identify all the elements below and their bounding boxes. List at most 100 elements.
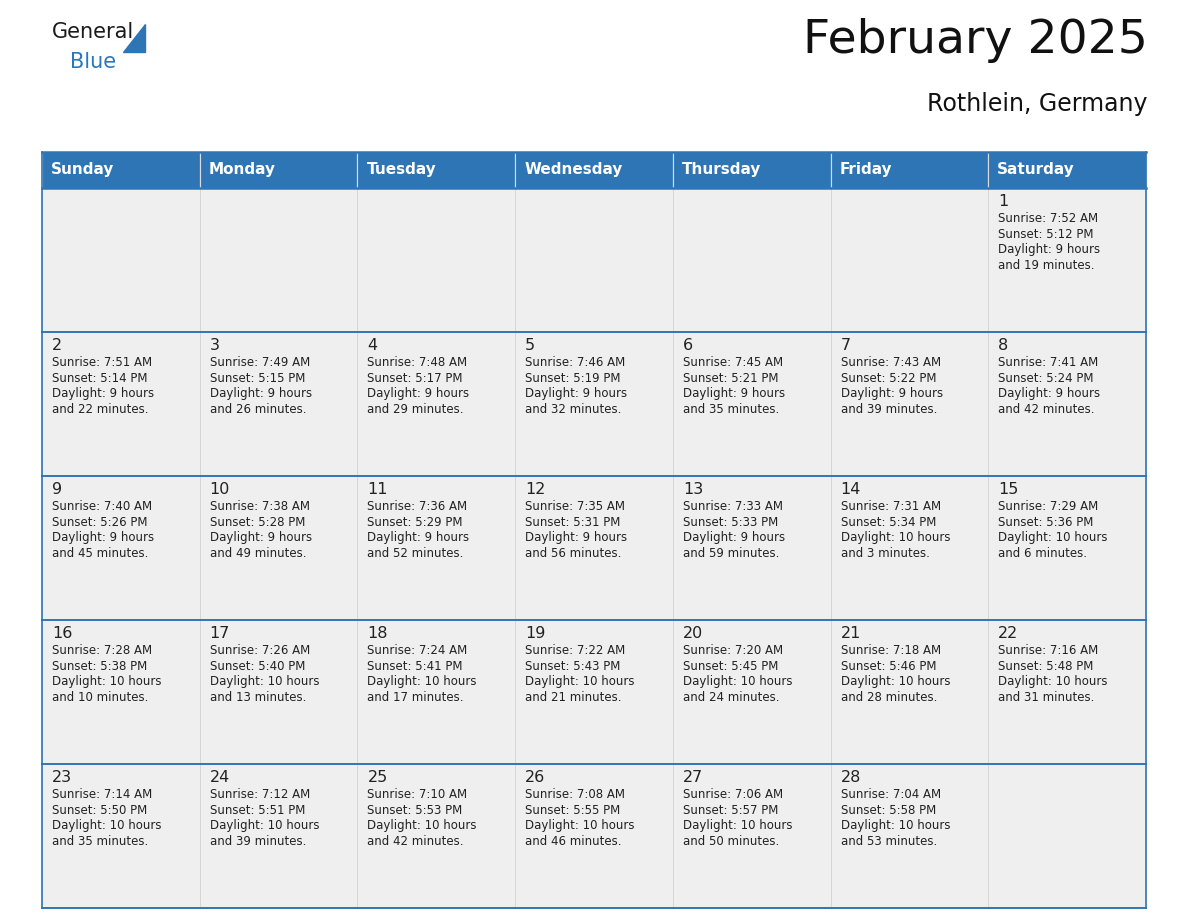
Text: Sunrise: 7:18 AM: Sunrise: 7:18 AM	[841, 644, 941, 657]
Text: Saturday: Saturday	[997, 162, 1075, 177]
Text: Sunset: 5:29 PM: Sunset: 5:29 PM	[367, 516, 463, 529]
Text: and 35 minutes.: and 35 minutes.	[52, 834, 148, 848]
Text: Daylight: 10 hours: Daylight: 10 hours	[998, 676, 1107, 688]
Bar	[516, 764, 672, 908]
Text: and 42 minutes.: and 42 minutes.	[367, 834, 465, 848]
Text: Daylight: 10 hours: Daylight: 10 hours	[525, 676, 634, 688]
Bar	[830, 187, 988, 331]
Text: Sunset: 5:15 PM: Sunset: 5:15 PM	[210, 372, 305, 385]
Text: and 59 minutes.: and 59 minutes.	[683, 547, 779, 560]
Text: Sunset: 5:19 PM: Sunset: 5:19 PM	[525, 372, 620, 385]
Text: Sunset: 5:46 PM: Sunset: 5:46 PM	[841, 660, 936, 673]
Text: Sunrise: 7:24 AM: Sunrise: 7:24 AM	[367, 644, 468, 657]
Text: Sunrise: 7:12 AM: Sunrise: 7:12 AM	[210, 789, 310, 801]
Text: Daylight: 10 hours: Daylight: 10 hours	[841, 820, 950, 833]
Text: Sunset: 5:58 PM: Sunset: 5:58 PM	[841, 804, 936, 817]
Text: Sunset: 5:51 PM: Sunset: 5:51 PM	[210, 804, 305, 817]
Bar	[200, 764, 358, 908]
Text: Sunset: 5:33 PM: Sunset: 5:33 PM	[683, 516, 778, 529]
Text: and 19 minutes.: and 19 minutes.	[998, 259, 1095, 272]
Text: Rothlein, Germany: Rothlein, Germany	[928, 92, 1148, 116]
Text: Sunset: 5:53 PM: Sunset: 5:53 PM	[367, 804, 462, 817]
Bar	[830, 152, 988, 187]
Text: and 24 minutes.: and 24 minutes.	[683, 691, 779, 704]
Text: Sunset: 5:57 PM: Sunset: 5:57 PM	[683, 804, 778, 817]
Text: Daylight: 10 hours: Daylight: 10 hours	[210, 676, 320, 688]
Bar	[516, 187, 672, 331]
Bar	[830, 331, 988, 476]
Bar	[516, 476, 672, 620]
Text: Daylight: 10 hours: Daylight: 10 hours	[367, 820, 476, 833]
Bar	[988, 152, 1146, 187]
Text: Sunset: 5:24 PM: Sunset: 5:24 PM	[998, 372, 1094, 385]
Bar	[42, 620, 200, 764]
Text: Daylight: 9 hours: Daylight: 9 hours	[998, 387, 1100, 400]
Text: 23: 23	[52, 770, 72, 786]
Text: and 39 minutes.: and 39 minutes.	[210, 834, 307, 848]
Text: Sunset: 5:34 PM: Sunset: 5:34 PM	[841, 516, 936, 529]
Text: Sunset: 5:31 PM: Sunset: 5:31 PM	[525, 516, 620, 529]
Text: Sunrise: 7:31 AM: Sunrise: 7:31 AM	[841, 500, 941, 513]
Text: Sunset: 5:28 PM: Sunset: 5:28 PM	[210, 516, 305, 529]
Text: and 6 minutes.: and 6 minutes.	[998, 547, 1087, 560]
Text: Sunrise: 7:29 AM: Sunrise: 7:29 AM	[998, 500, 1099, 513]
Text: and 10 minutes.: and 10 minutes.	[52, 691, 148, 704]
Bar	[42, 476, 200, 620]
Text: Friday: Friday	[840, 162, 892, 177]
Text: Daylight: 9 hours: Daylight: 9 hours	[210, 532, 311, 544]
Bar	[672, 620, 830, 764]
Text: Sunrise: 7:40 AM: Sunrise: 7:40 AM	[52, 500, 152, 513]
Text: 5: 5	[525, 338, 536, 353]
Text: Sunrise: 7:46 AM: Sunrise: 7:46 AM	[525, 356, 625, 369]
Text: Sunset: 5:14 PM: Sunset: 5:14 PM	[52, 372, 147, 385]
Bar	[42, 331, 200, 476]
Bar	[672, 331, 830, 476]
Text: 16: 16	[52, 626, 72, 642]
Bar	[358, 476, 516, 620]
Text: and 29 minutes.: and 29 minutes.	[367, 403, 465, 416]
Text: Blue: Blue	[70, 52, 116, 72]
Text: Sunday: Sunday	[51, 162, 114, 177]
Text: and 39 minutes.: and 39 minutes.	[841, 403, 937, 416]
Text: Daylight: 9 hours: Daylight: 9 hours	[52, 387, 154, 400]
Text: Daylight: 10 hours: Daylight: 10 hours	[52, 820, 162, 833]
Text: 22: 22	[998, 626, 1018, 642]
Text: Sunrise: 7:22 AM: Sunrise: 7:22 AM	[525, 644, 625, 657]
Text: Daylight: 9 hours: Daylight: 9 hours	[683, 532, 785, 544]
Text: Sunset: 5:43 PM: Sunset: 5:43 PM	[525, 660, 620, 673]
Text: and 28 minutes.: and 28 minutes.	[841, 691, 937, 704]
Text: 20: 20	[683, 626, 703, 642]
Text: 19: 19	[525, 626, 545, 642]
Text: and 50 minutes.: and 50 minutes.	[683, 834, 779, 848]
Text: Sunrise: 7:48 AM: Sunrise: 7:48 AM	[367, 356, 468, 369]
Bar	[988, 764, 1146, 908]
Text: Daylight: 9 hours: Daylight: 9 hours	[525, 532, 627, 544]
Text: Daylight: 9 hours: Daylight: 9 hours	[367, 532, 469, 544]
Text: Sunrise: 7:38 AM: Sunrise: 7:38 AM	[210, 500, 310, 513]
Bar	[200, 152, 358, 187]
Text: Sunset: 5:17 PM: Sunset: 5:17 PM	[367, 372, 463, 385]
Text: 9: 9	[52, 482, 62, 498]
Bar	[988, 476, 1146, 620]
Bar	[358, 187, 516, 331]
Bar	[200, 476, 358, 620]
Bar	[672, 764, 830, 908]
Text: and 35 minutes.: and 35 minutes.	[683, 403, 779, 416]
Text: Daylight: 9 hours: Daylight: 9 hours	[210, 387, 311, 400]
Text: Sunset: 5:41 PM: Sunset: 5:41 PM	[367, 660, 463, 673]
Text: Daylight: 10 hours: Daylight: 10 hours	[841, 532, 950, 544]
Text: Sunrise: 7:26 AM: Sunrise: 7:26 AM	[210, 644, 310, 657]
Text: Sunrise: 7:10 AM: Sunrise: 7:10 AM	[367, 789, 468, 801]
Text: Sunrise: 7:41 AM: Sunrise: 7:41 AM	[998, 356, 1099, 369]
Text: Daylight: 10 hours: Daylight: 10 hours	[998, 532, 1107, 544]
Text: and 46 minutes.: and 46 minutes.	[525, 834, 621, 848]
Text: 26: 26	[525, 770, 545, 786]
Text: Daylight: 10 hours: Daylight: 10 hours	[525, 820, 634, 833]
Text: Sunrise: 7:45 AM: Sunrise: 7:45 AM	[683, 356, 783, 369]
Text: Sunset: 5:22 PM: Sunset: 5:22 PM	[841, 372, 936, 385]
Bar	[358, 152, 516, 187]
Text: and 56 minutes.: and 56 minutes.	[525, 547, 621, 560]
Text: Sunset: 5:45 PM: Sunset: 5:45 PM	[683, 660, 778, 673]
Text: Sunrise: 7:20 AM: Sunrise: 7:20 AM	[683, 644, 783, 657]
Text: Sunrise: 7:04 AM: Sunrise: 7:04 AM	[841, 789, 941, 801]
